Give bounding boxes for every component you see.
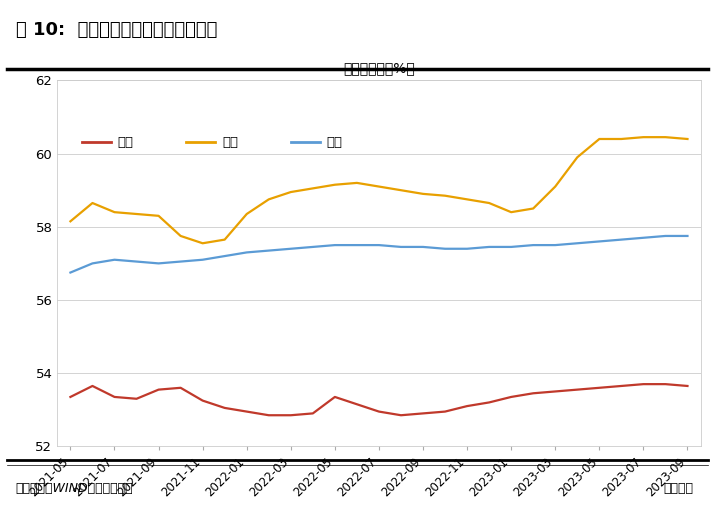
- 外企: [639, 381, 648, 387]
- 国企: [110, 256, 119, 263]
- 外企: [154, 387, 163, 393]
- Line: 外企: 外企: [70, 384, 688, 415]
- 国企: [177, 258, 185, 265]
- 私企: [330, 182, 339, 188]
- 私企: [551, 183, 560, 189]
- 私企: [463, 196, 471, 202]
- 国企: [220, 253, 229, 259]
- 国企: [198, 256, 207, 263]
- 国企: [132, 258, 141, 265]
- Text: 资料来源：WIND，财信研究院: 资料来源：WIND，财信研究院: [16, 482, 134, 495]
- 私企: [375, 183, 383, 189]
- 国企: [617, 237, 626, 243]
- 私企: [132, 211, 141, 217]
- 国企: [330, 242, 339, 248]
- 外企: [573, 387, 581, 393]
- 外企: [287, 412, 295, 418]
- 国企: [551, 242, 560, 248]
- 外企: [419, 411, 428, 417]
- 外企: [617, 383, 626, 389]
- 私企: [198, 240, 207, 247]
- 国企: [595, 238, 603, 244]
- 私企: [242, 211, 251, 217]
- 外企: [88, 383, 97, 389]
- 国企: [684, 233, 692, 239]
- 国企: [639, 235, 648, 241]
- 国企: [309, 244, 317, 250]
- 国企: [265, 248, 273, 254]
- 外企: [198, 398, 207, 404]
- 私企: [684, 136, 692, 142]
- 私企: [573, 154, 581, 160]
- 私企: [507, 209, 516, 215]
- 外企: [595, 385, 603, 391]
- 外企: [132, 395, 141, 402]
- 国企: [573, 240, 581, 247]
- 外企: [507, 394, 516, 400]
- 外企: [551, 388, 560, 394]
- 国企: [352, 242, 361, 248]
- 外企: [463, 403, 471, 409]
- 私企: [352, 180, 361, 186]
- 外企: [265, 412, 273, 418]
- 私企: [309, 185, 317, 192]
- Legend: 外企, 私企, 国企: 外企, 私企, 国企: [77, 131, 347, 155]
- 国企: [529, 242, 538, 248]
- 私企: [66, 218, 74, 224]
- 私企: [110, 209, 119, 215]
- 外企: [177, 385, 185, 391]
- 私企: [661, 134, 670, 140]
- 外企: [684, 383, 692, 389]
- 私企: [595, 136, 603, 142]
- 外企: [220, 405, 229, 411]
- Text: 明察宏观: 明察宏观: [664, 482, 694, 495]
- 私企: [177, 233, 185, 239]
- 私企: [617, 136, 626, 142]
- 外企: [309, 411, 317, 417]
- 外企: [242, 408, 251, 415]
- Line: 私企: 私企: [70, 137, 688, 243]
- 私企: [440, 193, 449, 199]
- 国企: [440, 245, 449, 252]
- 国企: [485, 244, 493, 250]
- 国企: [419, 244, 428, 250]
- Text: 图 10:  国企、私企、外企资产负债率: 图 10: 国企、私企、外企资产负债率: [16, 21, 217, 39]
- 国企: [154, 260, 163, 266]
- 外企: [440, 408, 449, 415]
- 私企: [88, 200, 97, 206]
- 私企: [154, 213, 163, 219]
- 国企: [88, 260, 97, 266]
- 外企: [397, 412, 405, 418]
- 国企: [66, 269, 74, 276]
- 国企: [242, 249, 251, 255]
- 外企: [375, 408, 383, 415]
- 国企: [507, 244, 516, 250]
- 私企: [287, 189, 295, 195]
- 国企: [375, 242, 383, 248]
- 外企: [661, 381, 670, 387]
- 私企: [639, 134, 648, 140]
- 外企: [485, 399, 493, 405]
- 国企: [463, 245, 471, 252]
- 私企: [419, 191, 428, 197]
- 外企: [66, 394, 74, 400]
- 国企: [661, 233, 670, 239]
- 国企: [287, 245, 295, 252]
- 私企: [485, 200, 493, 206]
- 私企: [265, 196, 273, 202]
- Title: 资产负债率（%）: 资产负债率（%）: [343, 61, 415, 75]
- 外企: [330, 394, 339, 400]
- 外企: [110, 394, 119, 400]
- 国企: [397, 244, 405, 250]
- 外企: [352, 401, 361, 407]
- 私企: [220, 237, 229, 243]
- 私企: [529, 206, 538, 212]
- 外企: [529, 390, 538, 397]
- Line: 国企: 国企: [70, 236, 688, 272]
- 私企: [397, 187, 405, 194]
